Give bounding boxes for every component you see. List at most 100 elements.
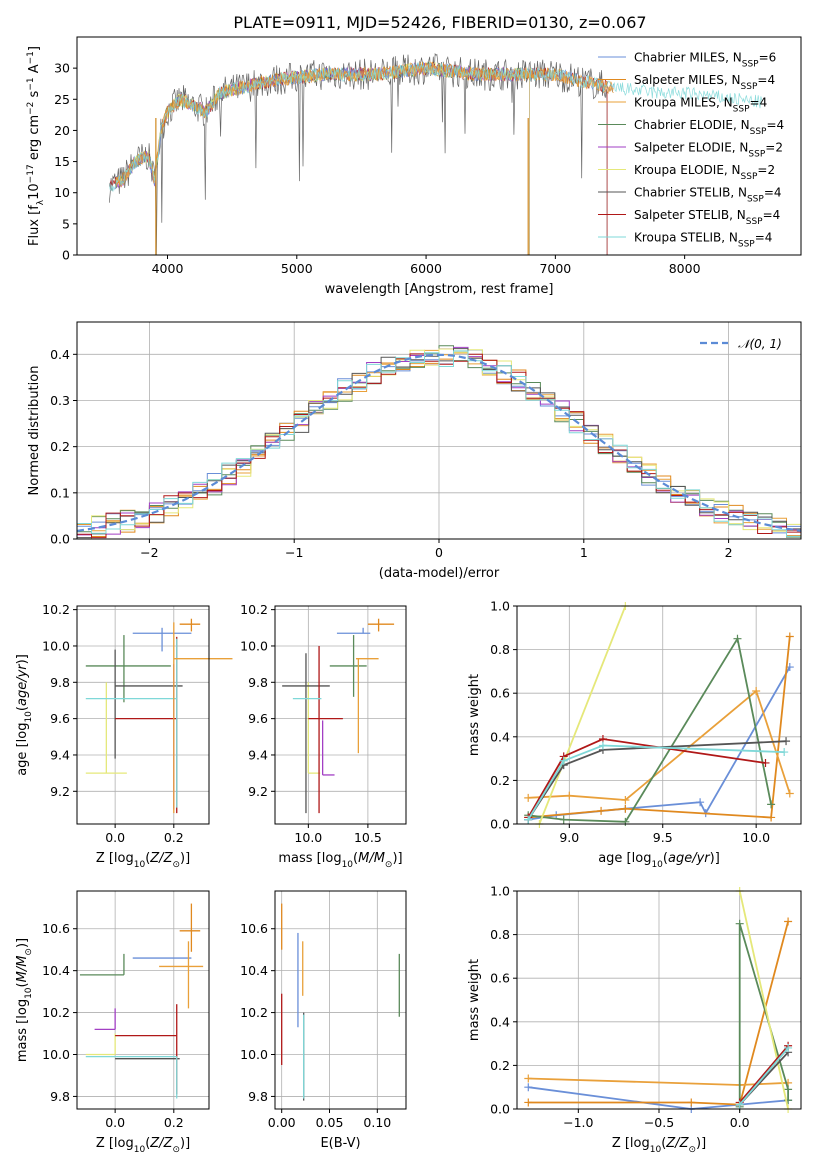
plot-area	[79, 903, 204, 1099]
error-bar-point	[114, 649, 183, 759]
y-tick-label: 10.4	[42, 963, 70, 978]
x-tick-label: 10.5	[354, 830, 382, 845]
weight-line	[538, 605, 627, 825]
y-tick-label: 0.2	[490, 773, 510, 788]
plot-area	[76, 345, 802, 540]
panel-spectrum: 4000 5000 6000 7000 8000 0 5 10 15 20 25 30 waveleng…	[26, 36, 802, 297]
y-tick-label: 10.0	[240, 638, 268, 653]
error-bar-point	[308, 645, 343, 814]
weight-marker	[524, 1074, 533, 1083]
y-tick-label: 30	[54, 61, 70, 76]
weight-marker	[621, 804, 630, 813]
x-tick-label: 10.0	[742, 830, 770, 845]
legend-label: 𝒩(0, 1)	[738, 337, 782, 351]
plot-area	[85, 618, 233, 814]
y-tick-label: 20	[54, 123, 70, 138]
x-axis-label: E(B-V)	[320, 1136, 360, 1151]
x-tick-label: −1	[285, 545, 303, 560]
y-tick-label: 0	[62, 248, 70, 263]
weight-marker	[785, 789, 794, 798]
panel-age_vs_Z: 0.0 0.2 9.2 9.4 9.6 9.8 10.0 10.2 Z [log10(Z/Z⊙)…	[15, 602, 233, 870]
legend-label: Chabrier STELIB, NSSP=4	[634, 186, 782, 205]
error-bar-point	[159, 941, 204, 1009]
legend-label: Salpeter STELIB, NSSP=4	[634, 208, 780, 227]
y-tick-label: 0.2	[490, 1058, 510, 1073]
error-bar-point	[85, 638, 178, 808]
error-bar-point	[336, 627, 371, 634]
weight-line	[527, 744, 785, 821]
x-axis-label: Z [log10(Z/Z⊙)]	[96, 851, 190, 870]
gaussian-curve	[76, 353, 802, 532]
weight-marker	[785, 632, 794, 641]
spectrum-line	[108, 52, 608, 256]
panel-residuals: −2 −1 0 1 2 0.0 0.1 0.2 0.3 0.4 (data-model)/error…	[27, 321, 802, 581]
y-tick-label: 10.2	[240, 1005, 268, 1020]
y-tick-label: 9.8	[248, 675, 268, 690]
panel-massweight_vs_Z: −1.0 −0.5 0.0 0.0 0.2 0.4 0.6 0.8 1.0 Z [log10(Z/…	[467, 884, 802, 1155]
y-tick-label: 1.0	[490, 884, 510, 899]
error-bar-point	[85, 1055, 178, 1099]
y-tick-label: 9.6	[248, 711, 268, 726]
error-bar-point	[85, 1033, 116, 1056]
y-tick-label: 0.0	[490, 1102, 510, 1117]
y-tick-label: 9.6	[50, 711, 70, 726]
axes-frame	[76, 605, 210, 825]
weight-marker	[784, 1043, 793, 1052]
y-tick-label: 25	[54, 92, 70, 107]
y-tick-label: 0.1	[50, 485, 70, 500]
panel-massweight_vs_age: 9.0 9.5 10.0 0.0 0.2 0.4 0.6 0.8 1.0 age [log10(a…	[467, 599, 802, 870]
x-tick-label: −2	[140, 545, 158, 560]
x-tick-label: 2	[725, 545, 733, 560]
error-bar-point	[179, 618, 201, 632]
x-tick-label: 0.10	[363, 1115, 391, 1130]
plot-area	[108, 52, 763, 256]
weight-marker	[524, 1083, 533, 1092]
x-axis-label: wavelength [Angstrom, rest frame]	[325, 282, 554, 297]
error-bar-point	[329, 635, 367, 697]
y-tick-label: 9.2	[248, 784, 268, 799]
axes-frame	[76, 36, 802, 256]
y-tick-label: 10.6	[240, 921, 268, 936]
weight-marker	[621, 796, 630, 805]
weight-marker	[524, 1098, 533, 1107]
weight-line	[739, 1045, 789, 1104]
y-tick-label: 0.6	[490, 971, 510, 986]
weight-marker	[621, 817, 630, 826]
panel-mass_vs_Z: 0.0 0.2 9.8 10.0 10.2 10.4 10.6 Z [log10(Z/Z⊙)]…	[15, 890, 210, 1155]
weight-marker	[733, 634, 742, 643]
y-axis-label: Flux [fλ10−17 erg cm−2 s−1 A−1]	[26, 46, 46, 246]
x-tick-label: 0.0	[105, 1115, 125, 1130]
y-tick-label: 9.8	[248, 1089, 268, 1104]
axes-frame	[516, 605, 802, 825]
weight-marker	[767, 800, 776, 809]
x-tick-label: −0.5	[644, 1115, 674, 1130]
weight-marker	[524, 815, 533, 824]
y-axis-label: mass [log10(M/M⊙)]	[15, 938, 34, 1062]
x-axis-label: Z [log10(Z/Z⊙)]	[96, 1136, 190, 1155]
error-bar-point	[355, 658, 379, 754]
weight-marker	[598, 741, 607, 750]
weight-line	[528, 921, 789, 1106]
weight-line	[527, 738, 766, 818]
legend-label: Kroupa ELODIE, NSSP=2	[634, 163, 775, 182]
x-axis-label: mass [log10(M/M⊙)]	[278, 851, 402, 870]
x-tick-label: 4000	[152, 261, 184, 276]
x-tick-label: 1	[580, 545, 588, 560]
x-tick-label: 6000	[410, 261, 442, 276]
spectrum-line	[115, 62, 530, 256]
weight-marker	[524, 793, 533, 802]
legend-label: Chabrier ELODIE, NSSP=4	[634, 118, 784, 137]
legend: 𝒩(0, 1)	[700, 337, 782, 351]
legend-label: Kroupa STELIB, NSSP=4	[634, 231, 772, 250]
x-tick-label: 5000	[281, 261, 313, 276]
y-tick-label: 0.0	[490, 817, 510, 832]
y-tick-label: 15	[54, 154, 70, 169]
histogram-step	[77, 350, 801, 537]
y-axis-label: age [log10(age/yr)]	[15, 654, 34, 776]
axes-frame	[274, 890, 407, 1110]
axes-frame	[76, 890, 210, 1110]
y-tick-label: 0.0	[50, 532, 70, 547]
y-tick-label: 0.2	[50, 439, 70, 454]
y-axis-label: mass weight	[467, 674, 482, 756]
